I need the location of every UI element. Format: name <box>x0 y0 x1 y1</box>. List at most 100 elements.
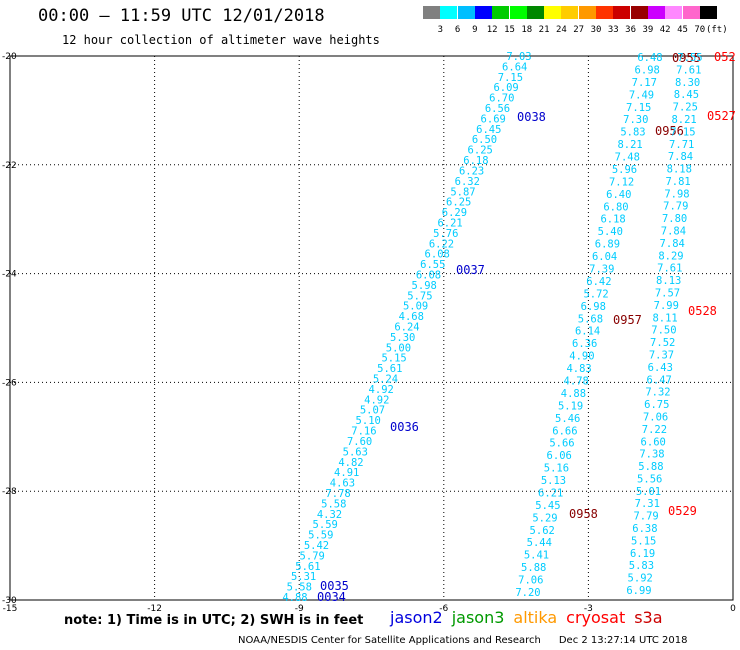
scale-label: 9 <box>472 25 478 35</box>
y-tick-label: -24 <box>2 270 17 280</box>
swh-value: 4.92 <box>369 384 394 396</box>
swh-value: 6.18 <box>463 155 488 167</box>
x-tick-label: -15 <box>3 604 18 614</box>
axis-tick-labels: -15 -12 -9 -6 -3 0-20-22-24-26-28-30 <box>2 52 736 614</box>
swh-value: 7.12 <box>609 176 634 188</box>
scale-label: 39 <box>642 25 654 35</box>
scale-label: 30 <box>590 25 602 35</box>
swh-value: 7.15 <box>498 72 523 84</box>
swh-value: 7.48 <box>615 152 640 164</box>
swh-value: 5.00 <box>386 342 411 354</box>
swh-value: 5.58 <box>287 582 312 594</box>
swh-value: 5.16 <box>544 463 569 475</box>
swh-value: 7.22 <box>642 424 667 436</box>
swh-value: 4.63 <box>330 478 355 490</box>
swh-value: 8.21 <box>671 114 696 126</box>
swh-value: 5.62 <box>530 525 555 537</box>
swh-value: 5.61 <box>295 561 320 573</box>
swh-value: 6.55 <box>420 259 445 271</box>
pass-time-label: 0034 <box>317 590 346 604</box>
swh-value: 5.45 <box>535 500 560 512</box>
scale-swatch <box>647 6 665 19</box>
swh-value: 7.15 <box>670 126 695 138</box>
scale-label: 42 <box>659 25 671 35</box>
swh-value: 7.16 <box>351 426 376 438</box>
scale-swatch <box>596 6 613 19</box>
scale-label: 6 <box>454 25 461 35</box>
scale-label: 3 <box>437 25 443 35</box>
scale-swatch <box>665 6 683 19</box>
swh-value: 5.92 <box>628 573 653 585</box>
pass-time-label: 0037 <box>456 263 485 277</box>
swh-value: 6.99 <box>626 585 651 597</box>
satellite-legend: jason2 jason3 altika cryosat s3a <box>390 608 672 627</box>
swh-value: 7.84 <box>661 226 686 238</box>
pass-time-label: 0956 <box>655 124 684 138</box>
swh-value: 4.68 <box>399 311 424 323</box>
page-title: 00:00 – 11:59 UTC 12/01/2018 <box>38 6 325 26</box>
swh-value: 4.82 <box>338 457 363 469</box>
pass-time-label: 0036 <box>390 420 419 434</box>
swh-value: 5.19 <box>558 400 583 412</box>
swh-value: 7.84 <box>660 238 685 250</box>
swh-value: 8.11 <box>652 312 677 324</box>
footer: NOAA/NESDIS Center for Satellite Applica… <box>238 635 687 646</box>
swh-value: 4.88 <box>561 388 586 400</box>
swh-value: 4.92 <box>364 394 389 406</box>
swh-value: 7.60 <box>347 436 372 448</box>
y-tick-label: -20 <box>2 52 17 62</box>
swh-value: 6.64 <box>502 61 527 73</box>
legend-jason3: jason3 <box>451 608 505 627</box>
swh-value: 5.01 <box>636 486 661 498</box>
swh-value: 6.70 <box>489 93 514 105</box>
y-tick-label: -26 <box>2 378 17 388</box>
swh-value: 5.59 <box>313 519 338 531</box>
swh-value: 6.50 <box>472 134 497 146</box>
swh-value: 7.32 <box>645 387 670 399</box>
swh-value: 6.43 <box>648 362 673 374</box>
y-tick-label: -22 <box>2 161 17 171</box>
x-tick-label: -6 <box>439 604 448 614</box>
x-tick-label: -9 <box>295 604 304 614</box>
footer-credit: NOAA/NESDIS Center for Satellite Applica… <box>238 635 541 646</box>
swh-value: 5.63 <box>343 446 368 458</box>
scale-label: 18 <box>521 25 533 35</box>
swh-value: 5.59 <box>308 530 333 542</box>
swh-value: 6.18 <box>600 214 625 226</box>
scale-swatch <box>423 6 440 19</box>
swh-value: 5.88 <box>638 461 663 473</box>
scale-swatch <box>440 6 458 19</box>
swh-value: 7.39 <box>589 264 614 276</box>
scale-swatch <box>492 6 510 19</box>
page-subtitle: 12 hour collection of altimeter wave hei… <box>62 33 380 47</box>
swh-value: 7.15 <box>626 102 651 114</box>
swh-value: 5.83 <box>620 127 645 139</box>
x-tick-label: -3 <box>584 604 593 614</box>
swh-value: 8.45 <box>674 89 699 101</box>
swh-value: 6.47 <box>647 374 672 386</box>
legend-cryosat: cryosat <box>566 608 626 627</box>
pass-time-label: 0528 <box>688 304 717 318</box>
swh-value: 6.80 <box>603 201 628 213</box>
track-sat_b: 6.486.987.177.497.157.305.838.217.485.96… <box>515 51 701 599</box>
swh-value: 6.08 <box>416 270 441 282</box>
swh-value: 7.25 <box>673 102 698 114</box>
scale-swatch <box>682 6 700 19</box>
scale-swatch <box>630 6 648 19</box>
track-jason2: 7.036.647.156.096.706.566.696.456.506.25… <box>282 51 546 604</box>
y-tick-label: -30 <box>2 596 17 606</box>
scale-label: 36 <box>625 25 637 35</box>
swh-value: 5.58 <box>321 498 346 510</box>
swh-value: 7.20 <box>515 587 540 599</box>
scale-label: 12 <box>486 25 498 35</box>
swh-value: 7.49 <box>629 89 654 101</box>
swh-value: 7.03 <box>506 51 531 63</box>
swh-value: 5.31 <box>291 571 316 583</box>
scale-swatch <box>544 6 562 19</box>
swh-value: 6.75 <box>644 399 669 411</box>
swh-value: 7.06 <box>518 575 543 587</box>
swh-value: 6.48 <box>637 52 662 64</box>
swh-value: 6.25 <box>468 145 493 157</box>
swh-value: 5.96 <box>612 164 637 176</box>
swh-value: 6.21 <box>538 488 563 500</box>
